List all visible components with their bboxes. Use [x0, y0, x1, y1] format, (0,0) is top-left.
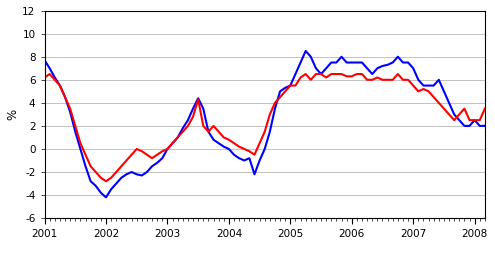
Kunnossapitokoneet	[492, 107, 495, 110]
Maarakennuskoneet	[42, 59, 48, 62]
Kunnossapitokoneet	[308, 78, 314, 81]
Maarakennuskoneet	[308, 55, 314, 58]
Maarakennuskoneet	[256, 159, 262, 162]
Line: Maarakennuskoneet: Maarakennuskoneet	[45, 34, 495, 197]
Maarakennuskoneet	[293, 72, 298, 76]
Maarakennuskoneet	[185, 119, 191, 122]
Kunnossapitokoneet	[256, 142, 262, 145]
Kunnossapitokoneet	[42, 76, 48, 79]
Kunnossapitokoneet	[103, 180, 109, 183]
Kunnossapitokoneet	[185, 124, 191, 127]
Y-axis label: %: %	[6, 109, 19, 120]
Kunnossapitokoneet	[293, 84, 298, 87]
Maarakennuskoneet	[492, 115, 495, 118]
Maarakennuskoneet	[103, 196, 109, 199]
Line: Kunnossapitokoneet: Kunnossapitokoneet	[45, 39, 495, 181]
Kunnossapitokoneet	[113, 171, 119, 174]
Maarakennuskoneet	[113, 182, 119, 185]
